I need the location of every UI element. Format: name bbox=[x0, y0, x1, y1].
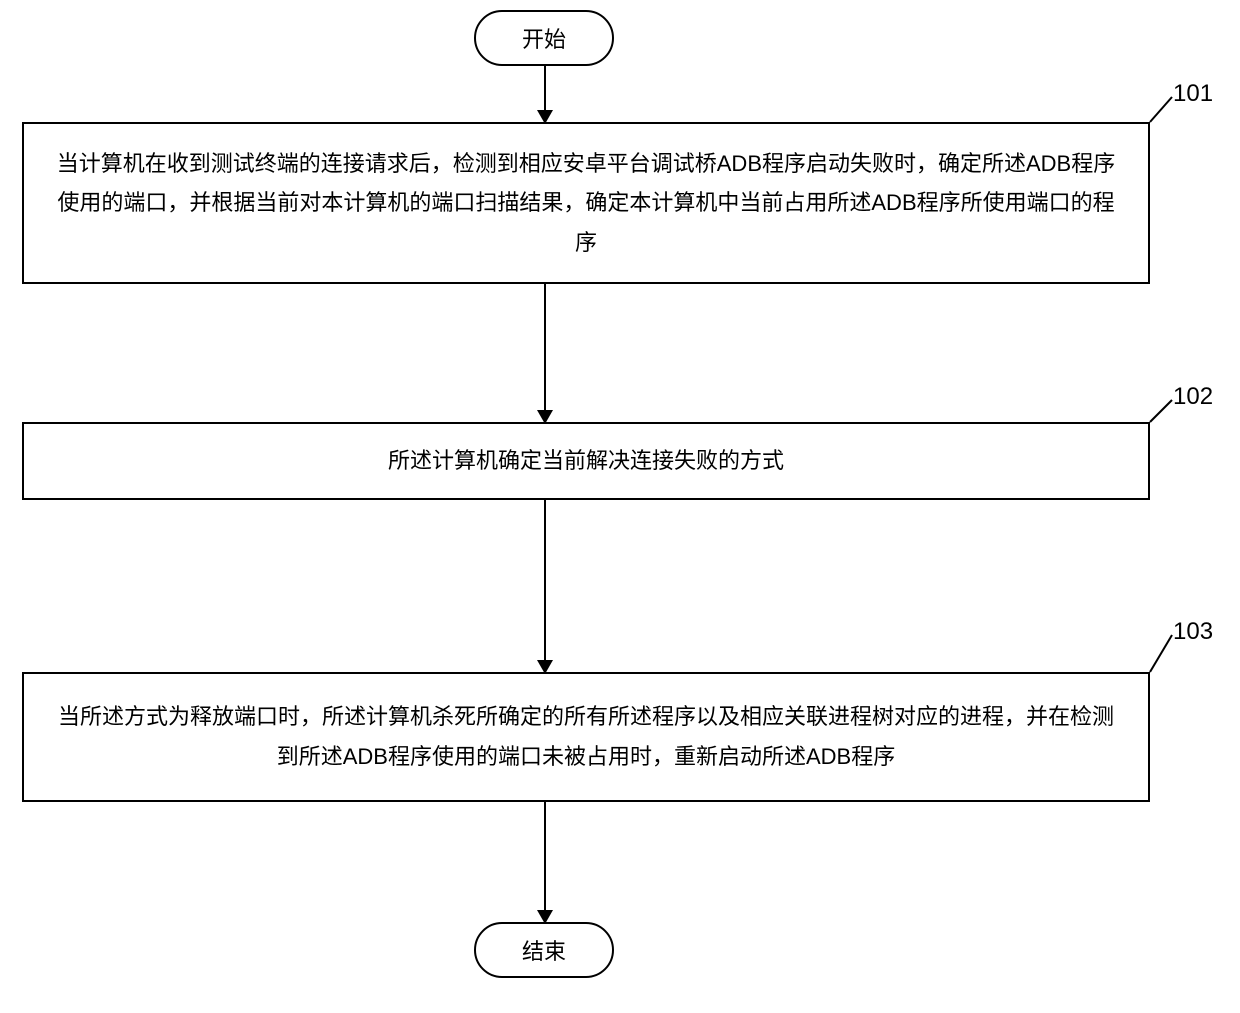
process-box-101: 当计算机在收到测试终端的连接请求后，检测到相应安卓平台调试桥ADB程序启动失败时… bbox=[22, 122, 1150, 284]
step103-label: 103 bbox=[1173, 618, 1213, 646]
step103-text: 当所述方式为释放端口时，所述计算机杀死所确定的所有所述程序以及相应关联进程树对应… bbox=[54, 697, 1118, 776]
step101-label: 101 bbox=[1173, 80, 1213, 108]
connector-102 bbox=[1148, 397, 1176, 427]
end-terminal: 结束 bbox=[474, 922, 614, 978]
arrow-102-to-103 bbox=[544, 500, 546, 672]
start-terminal: 开始 bbox=[474, 10, 614, 66]
connector-101 bbox=[1148, 94, 1176, 126]
arrow-103-to-end bbox=[544, 802, 546, 922]
step101-text: 当计算机在收到测试终端的连接请求后，检测到相应安卓平台调试桥ADB程序启动失败时… bbox=[54, 144, 1118, 263]
start-text: 开始 bbox=[522, 22, 566, 54]
process-box-103: 当所述方式为释放端口时，所述计算机杀死所确定的所有所述程序以及相应关联进程树对应… bbox=[22, 672, 1150, 802]
connector-103 bbox=[1148, 632, 1176, 676]
arrow-start-to-101 bbox=[544, 66, 546, 122]
process-box-102: 所述计算机确定当前解决连接失败的方式 bbox=[22, 422, 1150, 500]
step102-text: 所述计算机确定当前解决连接失败的方式 bbox=[388, 441, 784, 481]
flowchart-container: 开始 当计算机在收到测试终端的连接请求后，检测到相应安卓平台调试桥ADB程序启动… bbox=[0, 0, 1240, 1013]
step102-label: 102 bbox=[1173, 383, 1213, 411]
arrow-101-to-102 bbox=[544, 284, 546, 422]
end-text: 结束 bbox=[522, 934, 566, 966]
